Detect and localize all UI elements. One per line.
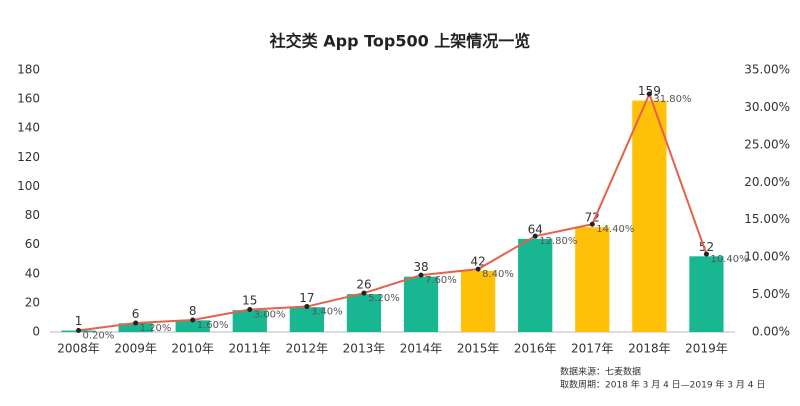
bar — [175, 320, 210, 332]
bar — [632, 100, 667, 332]
y2-tick-label: 10.00% — [744, 250, 790, 264]
bar — [232, 310, 267, 332]
line-point — [532, 233, 538, 239]
line-point — [133, 320, 139, 326]
y2-tick-label: 30.00% — [744, 100, 790, 114]
line-value-label: 3.00% — [254, 310, 286, 321]
line — [78, 91, 708, 332]
x-tick-label: 2017年 — [571, 342, 614, 356]
chart-title: 社交类 App Top500 上架情况一览 — [269, 32, 531, 51]
bar-value-label: 38 — [413, 260, 428, 274]
line-value-label: 8.40% — [482, 269, 514, 280]
line-point — [589, 221, 595, 227]
y-tick-label: 100 — [17, 179, 40, 193]
line-value-label: 12.80% — [539, 236, 577, 247]
annotation: 数据来源：七麦数据 — [560, 366, 641, 378]
line-point — [247, 307, 253, 313]
bar-value-label: 42 — [470, 254, 485, 268]
bar — [461, 270, 496, 332]
y-tick-label: 0 — [32, 325, 40, 339]
bar-value-label: 26 — [356, 278, 371, 292]
line-value-label: 7.60% — [425, 275, 457, 286]
line-point — [76, 328, 82, 334]
y-tick-label: 180 — [17, 63, 40, 77]
x-tick-label: 2019年 — [685, 342, 728, 356]
line-point — [646, 91, 652, 97]
bar-value-label: 159 — [638, 84, 661, 98]
bar — [689, 256, 724, 332]
x-tick-label: 2014年 — [400, 342, 443, 356]
line-point — [418, 272, 424, 278]
y2-tick-label: 20.00% — [744, 175, 790, 189]
line-point — [475, 266, 481, 272]
bar-value-label: 1 — [75, 314, 83, 328]
bar — [289, 307, 324, 332]
y-tick-label: 140 — [17, 121, 40, 135]
x-tick-label: 2012年 — [286, 342, 329, 356]
annotation: 取数周期：2018 年 3 月 4 日—2019 年 3 月 4 日 — [560, 379, 765, 391]
x-tick-label: 2010年 — [171, 342, 214, 356]
x-tick-label: 2013年 — [343, 342, 386, 356]
bar-value-label: 15 — [242, 294, 257, 308]
line-value-label: 3.40% — [311, 307, 343, 318]
x-tick-label: 2009年 — [114, 342, 157, 356]
x-tick-label: 2018年 — [628, 342, 671, 356]
line-value-label: 14.40% — [596, 224, 634, 235]
bar-value-label: 64 — [528, 222, 543, 236]
y2-tick-label: 35.00% — [744, 63, 790, 77]
line-point — [304, 304, 310, 310]
line-value-label: 5.20% — [368, 293, 400, 304]
x-tick-label: 2011年 — [229, 342, 272, 356]
x-tick-label: 2008年 — [57, 342, 100, 356]
line-value-label: 10.40% — [710, 254, 748, 265]
x-tick-label: 2015年 — [457, 342, 500, 356]
line-point — [361, 290, 367, 296]
line-point — [703, 251, 709, 257]
y-tick-label: 60 — [25, 237, 40, 251]
y-tick-label: 120 — [17, 150, 40, 164]
line-value-label: 0.20% — [83, 331, 115, 342]
y-tick-label: 160 — [17, 92, 40, 106]
bar-value-label: 17 — [299, 291, 314, 305]
line-point — [190, 317, 196, 323]
y-tick-label: 40 — [25, 266, 40, 280]
x-tick-label: 2016年 — [514, 342, 557, 356]
bar — [575, 227, 610, 332]
bar — [403, 276, 439, 332]
y2-tick-label: 25.00% — [744, 137, 790, 151]
bar-value-label: 6 — [132, 307, 140, 321]
y-tick-label: 20 — [25, 295, 40, 309]
y2-tick-label: 5.00% — [752, 287, 790, 301]
y2-tick-label: 0.00% — [752, 325, 790, 339]
line-value-label: 1.60% — [197, 320, 229, 331]
bar — [346, 294, 382, 332]
y2-tick-label: 15.00% — [744, 212, 790, 226]
y-tick-label: 80 — [25, 208, 40, 222]
bar — [518, 238, 553, 332]
line-value-label: 1.20% — [140, 323, 172, 334]
bar — [118, 323, 153, 332]
line-value-label: 31.80% — [653, 94, 691, 105]
bar-value-label: 8 — [189, 304, 197, 318]
